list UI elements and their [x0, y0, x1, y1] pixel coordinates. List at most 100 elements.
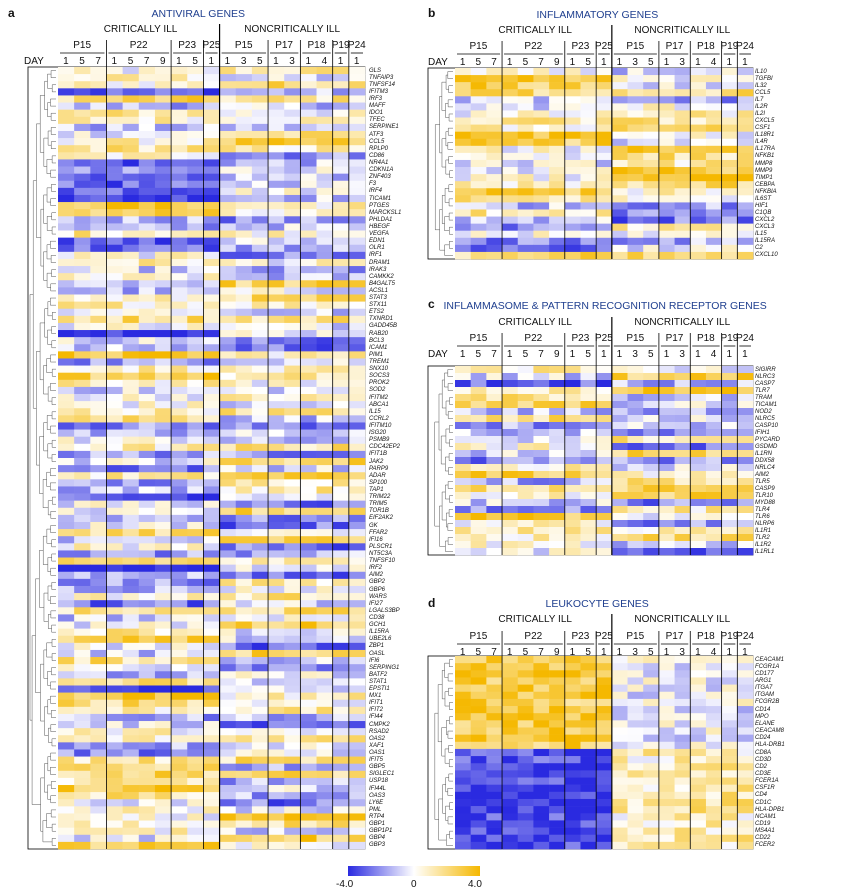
heatmap-cell: [219, 294, 237, 302]
dendrogram-branch: [446, 720, 450, 735]
heatmap-cell: [533, 138, 550, 147]
heatmap-cell: [674, 244, 691, 253]
heatmap-cell: [235, 230, 253, 238]
heatmap-cell: [154, 770, 172, 779]
heatmap-cell: [90, 202, 107, 210]
heatmap-cell: [470, 478, 487, 486]
gene-label: GCH1: [369, 622, 386, 629]
heatmap-cell: [122, 408, 140, 416]
heatmap-cell: [316, 187, 333, 196]
heatmap-cell: [596, 387, 613, 395]
heatmap-cell: [627, 244, 644, 253]
heatmap-cell: [332, 351, 350, 359]
heatmap-cell: [690, 68, 707, 76]
heatmap-cell: [627, 195, 644, 203]
heatmap-cell: [58, 95, 75, 103]
heatmap-cell: [455, 209, 471, 217]
heatmap-cell: [627, 777, 644, 785]
heatmap-cell: [455, 741, 471, 750]
heatmap-cell: [470, 527, 487, 535]
day-label: 1: [616, 349, 623, 360]
heatmap-cell: [533, 230, 550, 239]
heatmap-cell: [596, 741, 613, 750]
heatmap-cell: [502, 727, 519, 735]
heatmap-cell: [517, 457, 534, 465]
heatmap-cell: [122, 187, 140, 196]
dendrogram-branch: [447, 99, 453, 108]
heatmap-cell: [251, 635, 269, 644]
heatmap-cell: [138, 67, 156, 75]
heatmap-cell: [219, 180, 237, 189]
heatmap-cell: [737, 145, 754, 154]
heatmap-cell: [187, 642, 204, 651]
heatmap-cell: [549, 152, 566, 161]
heatmap-cell: [611, 670, 628, 678]
heatmap-cell: [455, 387, 471, 395]
dendrogram-branch: [439, 505, 446, 547]
heatmap-cell: [470, 195, 487, 203]
heatmap-cell: [486, 506, 503, 514]
heatmap-cell: [300, 287, 317, 295]
heatmap-cell: [332, 223, 350, 231]
heatmap-cell: [58, 664, 75, 672]
heatmap-cell: [627, 770, 644, 778]
heatmap-cell: [332, 713, 350, 722]
heatmap-cell: [658, 237, 675, 246]
dendrogram-branch: [47, 557, 52, 572]
heatmap-cell: [235, 294, 253, 302]
heatmap-cell: [58, 543, 75, 551]
heatmap-cell: [74, 244, 91, 253]
gene-label: BCL3: [369, 337, 385, 344]
heatmap-cell: [154, 116, 172, 125]
heatmap-cell: [533, 223, 550, 231]
heatmap-cell: [251, 273, 269, 281]
day-label: 1: [616, 57, 623, 68]
heatmap-cell: [674, 670, 691, 678]
dendrogram-branch: [46, 642, 53, 658]
heatmap-cell: [154, 799, 172, 807]
heatmap-cell: [187, 827, 204, 836]
heatmap-cell: [74, 166, 91, 174]
heatmap-cell: [455, 656, 471, 664]
heatmap-cell: [580, 527, 597, 535]
heatmap-cell: [455, 131, 471, 140]
heatmap-cell: [251, 429, 269, 437]
heatmap-cell: [721, 464, 738, 472]
heatmap-cell: [284, 130, 301, 139]
heatmap-cell: [690, 174, 707, 182]
heatmap-cell: [251, 536, 269, 544]
heatmap-cell: [674, 506, 691, 514]
heatmap-cell: [690, 492, 707, 500]
heatmap-cell: [721, 188, 738, 196]
heatmap-cell: [138, 429, 156, 437]
heatmap-cell: [690, 520, 707, 528]
heatmap-cell: [154, 472, 172, 480]
heatmap-cell: [690, 401, 707, 409]
heatmap-cell: [251, 657, 269, 665]
heatmap-cell: [348, 308, 366, 317]
heatmap-cell: [502, 244, 519, 253]
heatmap-cell: [316, 593, 333, 601]
heatmap-cell: [187, 258, 204, 267]
heatmap-cell: [90, 465, 107, 473]
heatmap-cell: [316, 678, 333, 686]
heatmap-cell: [502, 82, 519, 90]
heatmap-cell: [611, 209, 628, 217]
heatmap-cell: [284, 678, 301, 686]
heatmap-cell: [268, 657, 285, 665]
heatmap-cell: [533, 656, 550, 664]
heatmap-cell: [348, 763, 366, 772]
heatmap-cell: [348, 486, 366, 494]
gene-label: GBP4: [369, 835, 386, 842]
patient-label: P15: [73, 40, 92, 51]
heatmap-cell: [627, 103, 644, 111]
dendrogram-branch: [51, 823, 56, 832]
heatmap-cell: [470, 124, 487, 132]
heatmap-cell: [737, 784, 754, 793]
heatmap-cell: [235, 564, 253, 573]
heatmap-cell: [171, 152, 188, 160]
heatmap-cell: [486, 89, 503, 97]
heatmap-cell: [300, 88, 317, 96]
heatmap-cell: [502, 415, 519, 423]
heatmap-cell: [300, 372, 317, 381]
